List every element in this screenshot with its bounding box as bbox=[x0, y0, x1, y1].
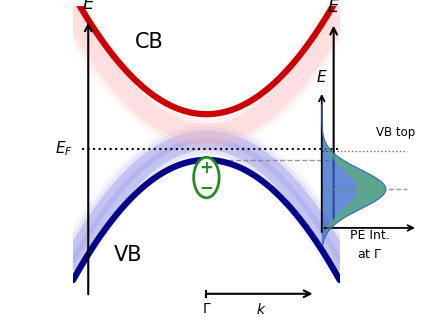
Ellipse shape bbox=[194, 157, 219, 198]
Text: at $\Gamma$: at $\Gamma$ bbox=[357, 248, 382, 261]
Text: $E_F$: $E_F$ bbox=[55, 140, 73, 158]
Text: VB: VB bbox=[114, 245, 142, 265]
Text: $\Gamma$: $\Gamma$ bbox=[202, 302, 211, 316]
Text: −: − bbox=[200, 178, 213, 196]
Text: PE Int.: PE Int. bbox=[350, 229, 389, 242]
Text: CB: CB bbox=[135, 32, 163, 52]
Text: +: + bbox=[200, 160, 213, 177]
Text: $k$: $k$ bbox=[256, 302, 266, 317]
Text: VB top: VB top bbox=[376, 126, 416, 139]
Text: $E$: $E$ bbox=[316, 69, 328, 85]
Text: $E$: $E$ bbox=[327, 0, 340, 16]
Text: $E$: $E$ bbox=[82, 0, 95, 13]
